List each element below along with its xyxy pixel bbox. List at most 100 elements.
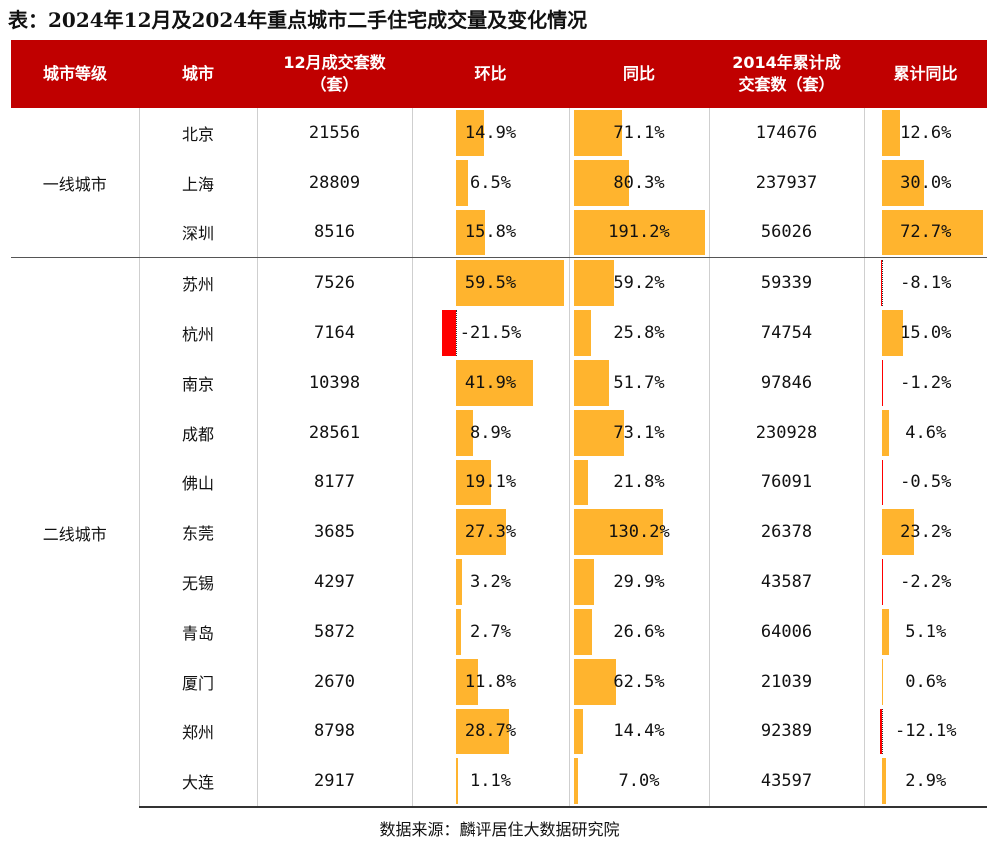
- city-cell: 苏州: [138, 257, 257, 309]
- bar-value-label: -8.1%: [900, 273, 952, 294]
- mom-cell: 8.9%: [411, 407, 569, 458]
- positive-bar: [456, 559, 463, 605]
- bar-value-label: -12.1%: [895, 721, 957, 742]
- mom-cell: 2.7%: [411, 606, 569, 657]
- bar-area: [573, 658, 705, 705]
- bar-value-label: 21.8%: [613, 472, 665, 493]
- cumulative-yoy-cell: 12.6%: [863, 108, 987, 158]
- positive-bar: [456, 509, 507, 556]
- tier-cell: 二线城市: [11, 257, 139, 808]
- bar-area: [869, 758, 984, 805]
- cumulative-cell: 92389: [708, 706, 864, 757]
- positive-bar: [882, 159, 924, 206]
- positive-bar: [573, 209, 705, 256]
- units-cell: 7164: [256, 308, 412, 358]
- city-cell: 大连: [138, 756, 257, 809]
- bar-value-label: -1.2%: [900, 372, 952, 393]
- header-cumulative-yoy: 累计同比: [864, 40, 987, 108]
- table-row: 杭州 7164 -21.5% 25.8% 74754 15.0%: [11, 308, 987, 358]
- positive-bar: [882, 209, 983, 256]
- header-line: 12月成交套数: [283, 53, 386, 73]
- mom-cell: 6.5%: [411, 157, 569, 208]
- bar-area: [869, 459, 984, 506]
- mom-cell: 11.8%: [411, 656, 569, 707]
- bar-area: [417, 409, 565, 456]
- bar-area: [417, 359, 565, 406]
- bar-area: [869, 559, 984, 605]
- positive-bar: [573, 509, 663, 556]
- bar-axis: [882, 559, 884, 605]
- bar-area: [417, 310, 565, 356]
- bar-area: [417, 658, 565, 705]
- cumulative-cell: 237937: [708, 157, 864, 208]
- bar-value-label: 11.8%: [464, 671, 517, 692]
- table-row: 深圳 8516 15.8% 191.2% 56026 72.7%: [11, 207, 987, 259]
- cumulative-yoy-cell: 72.7%: [863, 207, 987, 259]
- bar-area: [869, 708, 984, 755]
- bar-area: [573, 209, 705, 256]
- mom-cell: 41.9%: [411, 357, 569, 408]
- positive-bar: [882, 658, 884, 705]
- cumulative-cell: 26378: [708, 507, 864, 558]
- units-cell: 7526: [256, 257, 412, 309]
- bar-axis: [882, 359, 884, 406]
- units-cell: 10398: [256, 357, 412, 408]
- bar-value-label: 26.6%: [613, 621, 665, 642]
- cumulative-cell: 74754: [708, 308, 864, 358]
- bar-area: [573, 159, 705, 206]
- units-cell: 8798: [256, 706, 412, 757]
- table-title: 表：2024年12月及2024年重点城市二手住宅成交量及变化情况: [8, 8, 588, 32]
- city-cell: 无锡: [138, 557, 257, 607]
- bar-area: [417, 608, 565, 655]
- header-cumulative: 2014年累计成 交套数（套）: [709, 40, 864, 108]
- units-cell: 8516: [256, 207, 412, 259]
- table-row: 厦门 2670 11.8% 62.5% 21039 0.6%: [11, 656, 987, 707]
- bar-area: [417, 110, 565, 156]
- cumulative-cell: 21039: [708, 656, 864, 707]
- bar-area: [417, 459, 565, 506]
- cumulative-cell: 56026: [708, 207, 864, 259]
- positive-bar: [573, 260, 615, 307]
- positive-bar: [573, 708, 584, 755]
- positive-bar: [456, 159, 469, 206]
- cumulative-yoy-cell: 0.6%: [863, 656, 987, 707]
- bar-area: [869, 159, 984, 206]
- bar-area: [417, 509, 565, 556]
- cumulative-yoy-cell: -8.1%: [863, 257, 987, 309]
- positive-bar: [573, 359, 609, 406]
- bar-area: [869, 608, 984, 655]
- cumulative-yoy-cell: 30.0%: [863, 157, 987, 208]
- yoy-cell: 73.1%: [568, 407, 709, 458]
- bar-value-label: 8.9%: [470, 422, 511, 443]
- positive-bar: [573, 310, 592, 356]
- city-cell: 南京: [138, 357, 257, 408]
- cumulative-yoy-cell: -2.2%: [863, 557, 987, 607]
- yoy-cell: 191.2%: [568, 207, 709, 259]
- header-row: 城市等级 城市 12月成交套数 （套） 环比 同比 2014年累计成 交套数（套） …: [11, 40, 987, 108]
- bar-value-label: 14.4%: [613, 721, 665, 742]
- bar-area: [573, 310, 705, 356]
- city-cell: 郑州: [138, 706, 257, 757]
- cumulative-yoy-cell: 4.6%: [863, 407, 987, 458]
- bar-value-label: 3.2%: [470, 572, 511, 593]
- positive-bar: [456, 658, 478, 705]
- bar-value-label: 12.6%: [900, 122, 952, 143]
- cumulative-yoy-cell: 2.9%: [863, 756, 987, 809]
- bar-area: [417, 209, 565, 256]
- bar-area: [573, 758, 705, 805]
- mom-cell: 19.1%: [411, 457, 569, 508]
- units-cell: 4297: [256, 557, 412, 607]
- bar-area: [869, 658, 984, 705]
- cumulative-yoy-cell: 23.2%: [863, 507, 987, 558]
- units-cell: 28809: [256, 157, 412, 208]
- table-row: 大连 2917 1.1% 7.0% 43597 2.9%: [11, 756, 987, 809]
- positive-bar: [456, 459, 492, 506]
- bar-area: [869, 209, 984, 256]
- bar-value-label: 25.8%: [613, 323, 665, 344]
- positive-bar: [573, 409, 624, 456]
- city-cell: 深圳: [138, 207, 257, 259]
- cumulative-cell: 43597: [708, 756, 864, 809]
- yoy-cell: 29.9%: [568, 557, 709, 607]
- header-mom: 环比: [412, 40, 569, 108]
- bar-value-label: 72.7%: [900, 222, 952, 243]
